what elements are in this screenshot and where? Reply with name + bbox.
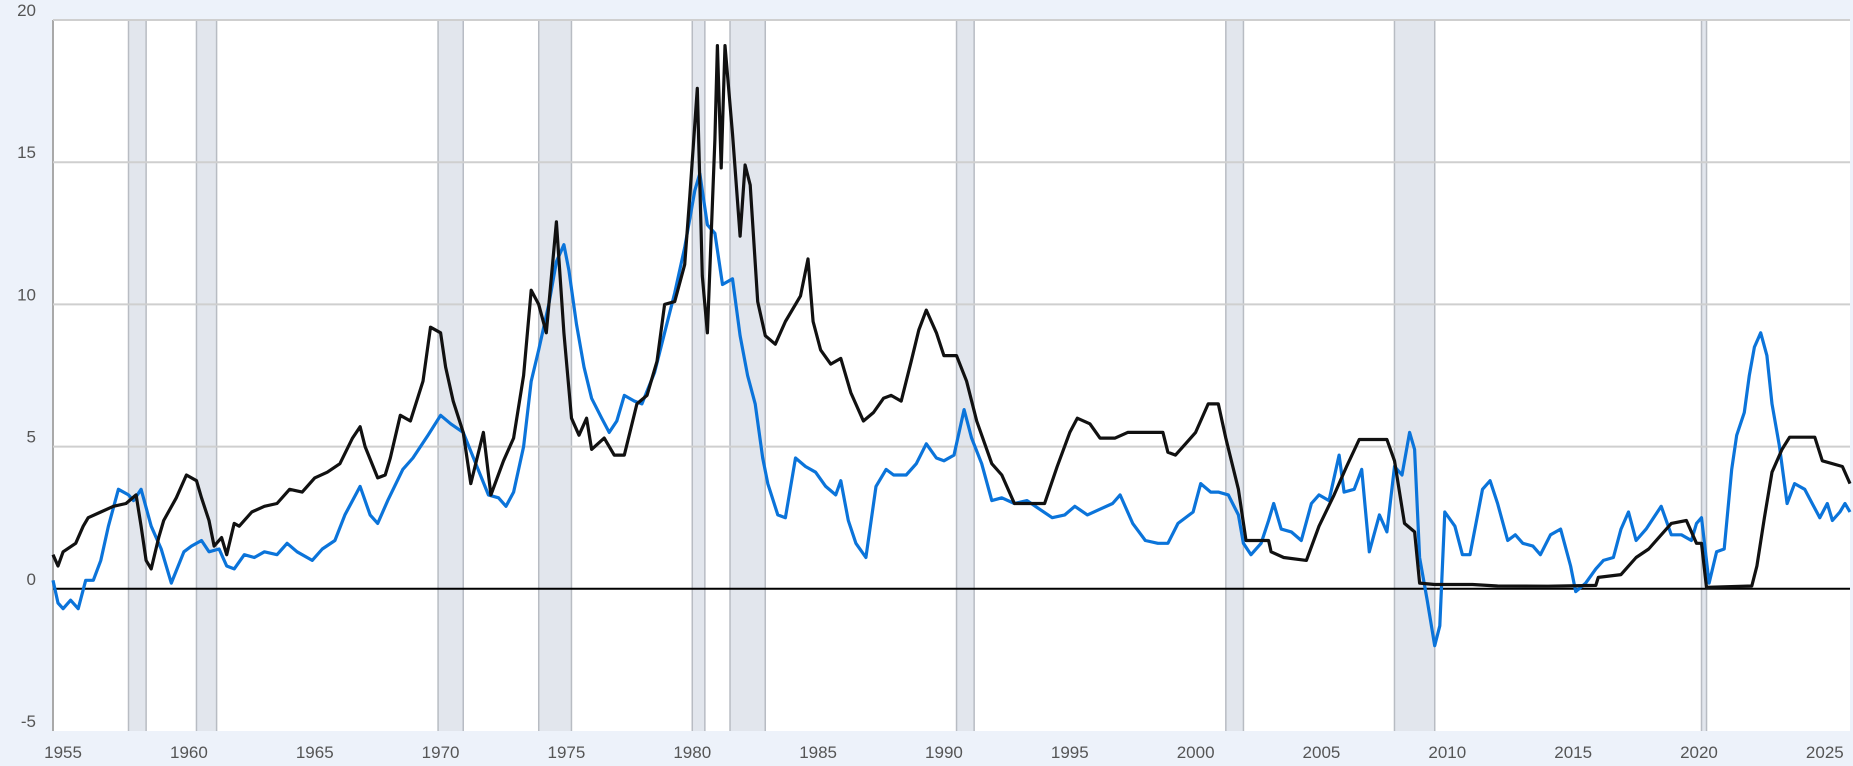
plot-area xyxy=(53,20,1850,731)
x-tick-label: 1980 xyxy=(673,743,711,762)
y-tick-label: 5 xyxy=(27,428,36,447)
x-tick-label: 2015 xyxy=(1554,743,1592,762)
y-tick-label: 10 xyxy=(17,285,36,304)
x-tick-label: 1985 xyxy=(799,743,837,762)
x-axis-ticks: 1955 1960 1965 1970 1975 1980 1985 1990 1995 2000… xyxy=(44,743,1844,762)
x-tick-label: 1975 xyxy=(548,743,586,762)
gridlines xyxy=(52,19,1850,731)
recession-band xyxy=(438,20,464,731)
recession-band xyxy=(1225,20,1244,731)
recession-band xyxy=(196,20,217,731)
x-tick-label: 1965 xyxy=(296,743,334,762)
recession-band xyxy=(128,20,147,731)
recession-band xyxy=(538,20,572,731)
x-tick-label: 2010 xyxy=(1428,743,1466,762)
recession-shading xyxy=(127,20,1708,731)
recession-band xyxy=(1701,20,1707,731)
y-tick-label: -5 xyxy=(21,712,36,731)
x-tick-label: 1990 xyxy=(925,743,963,762)
y-tick-label: 20 xyxy=(17,1,36,20)
series-line-black xyxy=(51,44,1852,589)
x-tick-label: 1970 xyxy=(422,743,460,762)
series-lines xyxy=(51,44,1852,648)
y-tick-label: 15 xyxy=(17,143,36,162)
x-tick-label: 2025 xyxy=(1806,743,1844,762)
x-tick-label: 1955 xyxy=(44,743,82,762)
x-tick-label: 2000 xyxy=(1177,743,1215,762)
x-tick-label: 2005 xyxy=(1303,743,1341,762)
y-tick-label: 0 xyxy=(27,570,36,589)
y-axis-ticks: 20 15 10 5 0 -5 xyxy=(17,1,36,731)
x-tick-label: 1995 xyxy=(1051,743,1089,762)
series-line-blue xyxy=(51,172,1852,648)
x-tick-label: 2020 xyxy=(1680,743,1718,762)
x-tick-label: 1960 xyxy=(170,743,208,762)
recession-band xyxy=(1394,20,1435,731)
